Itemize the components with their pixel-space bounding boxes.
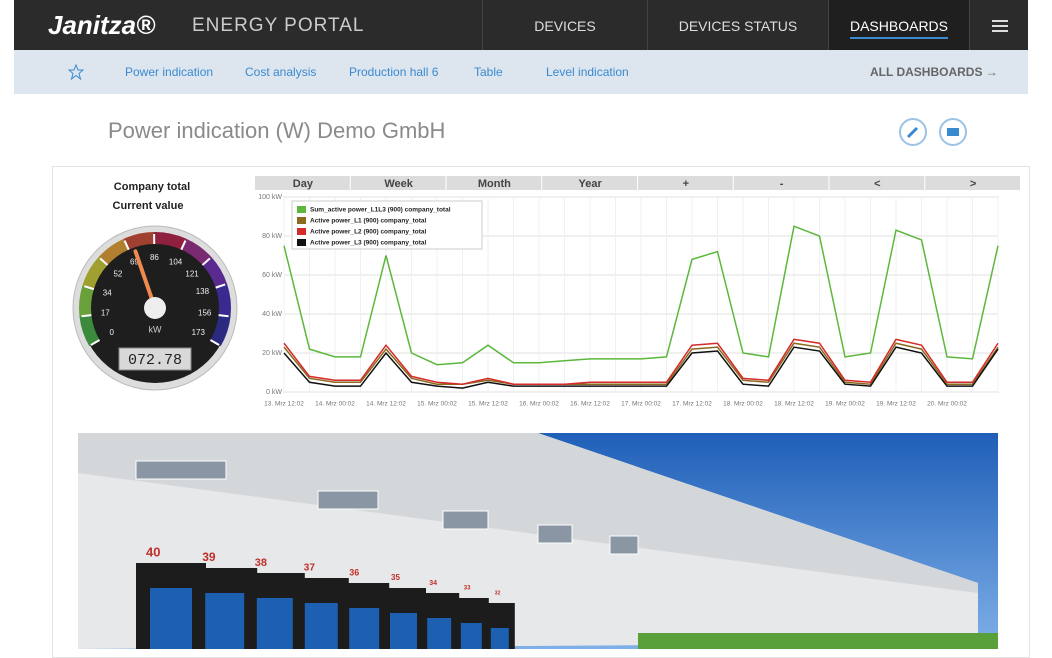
gauge-tick-label: 0 — [109, 328, 114, 337]
range-tab-label: < — [874, 178, 880, 190]
x-tick-label: 19. Mrz 00:02 — [825, 401, 865, 408]
legend-swatch — [297, 206, 306, 213]
y-tick-label: 60 kW — [262, 272, 282, 279]
door-number: 39 — [202, 550, 216, 564]
range-tab-label: + — [683, 178, 689, 190]
gauge-band — [126, 238, 154, 244]
gauge-band — [85, 287, 88, 315]
gauge-hub — [144, 297, 166, 319]
gauge-tick-label: 156 — [198, 309, 212, 318]
x-tick-label: 16. Mrz 00:02 — [519, 401, 559, 408]
x-tick-label: 14. Mrz 12:02 — [366, 401, 406, 408]
door-number: 40 — [146, 544, 160, 559]
dock-door — [461, 623, 482, 649]
gauge-tick-label: 121 — [185, 270, 199, 279]
y-tick-label: 20 kW — [262, 350, 282, 357]
range-tab-label: > — [970, 178, 976, 190]
dock-door — [349, 608, 379, 649]
x-tick-label: 17. Mrz 00:02 — [621, 401, 661, 408]
window — [136, 461, 226, 479]
warehouse-photo: 40 39 38 37 36 35 34 33 32 — [78, 433, 998, 649]
x-tick-label: 18. Mrz 00:02 — [723, 401, 763, 408]
gauge-unit: kW — [149, 324, 163, 334]
x-tick-label: 14. Mrz 00:02 — [315, 401, 355, 408]
dock-door — [257, 598, 293, 649]
dock-door — [305, 603, 338, 649]
legend-swatch — [297, 217, 306, 224]
gauge-value: 072.78 — [128, 352, 182, 369]
range-tab-label: Day — [293, 178, 314, 190]
y-tick-label: 100 kW — [258, 194, 282, 201]
x-tick-label: 17. Mrz 12:02 — [672, 401, 712, 408]
x-tick-label: 18. Mrz 12:02 — [774, 401, 814, 408]
door-number: 36 — [349, 567, 359, 577]
dock-door — [205, 593, 244, 649]
dock-door — [390, 613, 417, 649]
gauge-tick-label: 86 — [150, 253, 159, 262]
legend-label: Active power_L3 (900) company_total — [310, 240, 427, 247]
door-number: 34 — [429, 580, 437, 587]
dock-door — [491, 628, 509, 649]
x-tick-label: 20. Mrz 00:02 — [927, 401, 967, 408]
gauge-band — [221, 286, 225, 316]
door-number: 33 — [464, 586, 471, 592]
dock-door — [150, 588, 192, 649]
range-tab-label: - — [780, 178, 784, 190]
window — [610, 536, 638, 554]
door-number: 37 — [304, 563, 316, 574]
door-number: 35 — [391, 573, 400, 582]
dock-door — [427, 618, 451, 649]
legend-label: Active power_L2 (900) company_total — [310, 229, 427, 236]
range-tab-label: Month — [478, 178, 511, 190]
gauge-tick-label: 173 — [192, 328, 206, 337]
gauge-tick-label: 52 — [113, 270, 122, 279]
legend-label: Sum_active power_L1L3 (900) company_tota… — [310, 207, 451, 214]
window — [443, 511, 488, 529]
door-number: 32 — [495, 590, 501, 596]
gauge-tick-label: 138 — [196, 287, 210, 296]
gauge-label: Company total — [114, 181, 190, 193]
x-tick-label: 19. Mrz 12:02 — [876, 401, 916, 408]
y-tick-label: 80 kW — [262, 233, 282, 240]
range-tab-label: Week — [384, 178, 413, 190]
x-tick-label: 16. Mrz 12:02 — [570, 401, 610, 408]
legend-label: Active power_L1 (900) company_total — [310, 218, 427, 225]
x-tick-label: 15. Mrz 00:02 — [417, 401, 457, 408]
window — [318, 491, 378, 509]
x-tick-label: 15. Mrz 12:02 — [468, 401, 508, 408]
y-tick-label: 0 kW — [266, 389, 282, 396]
gauge-tick — [219, 315, 229, 316]
door-number: 38 — [255, 557, 267, 569]
lawn — [638, 633, 998, 649]
y-tick-label: 40 kW — [262, 311, 282, 318]
gauge-tick-label: 104 — [169, 258, 183, 267]
window — [538, 525, 572, 543]
gauge-band — [154, 238, 184, 244]
gauge-tick — [81, 315, 91, 316]
gauge-tick-label: 17 — [101, 309, 110, 318]
gauge-label: Current value — [113, 200, 184, 212]
page: Janitza® ENERGY PORTAL DEVICES DEVICES S… — [0, 0, 1052, 649]
gauge-tick-label: 34 — [103, 288, 112, 297]
legend-swatch — [297, 239, 306, 246]
widgets: Company totalCurrent value01734526986104… — [0, 0, 1052, 649]
legend-swatch — [297, 228, 306, 235]
x-tick-label: 13. Mrz 12:02 — [264, 401, 304, 408]
range-tab-label: Year — [579, 178, 603, 190]
